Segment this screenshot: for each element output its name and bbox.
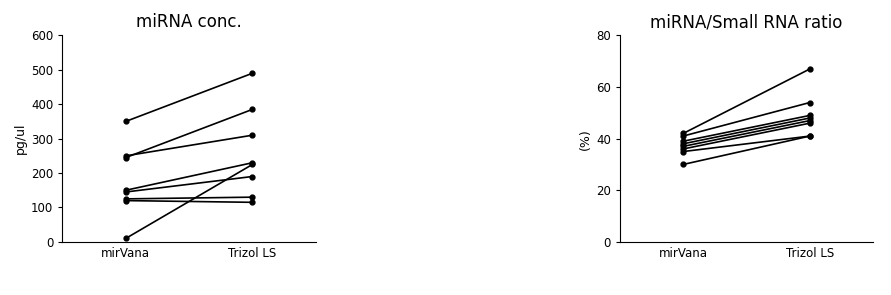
Y-axis label: (%): (%) (579, 128, 592, 150)
Title: miRNA/Small RNA ratio: miRNA/Small RNA ratio (650, 13, 843, 31)
Y-axis label: pg/ul: pg/ul (14, 123, 27, 154)
Title: miRNA conc.: miRNA conc. (136, 13, 242, 31)
